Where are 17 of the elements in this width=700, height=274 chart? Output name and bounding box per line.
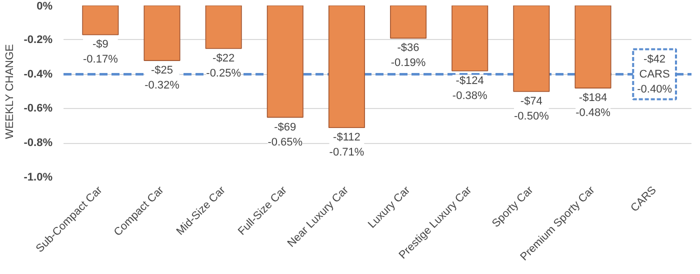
data-label: -$22 -0.25% [206, 52, 242, 80]
data-label: -$25 -0.32% [144, 64, 180, 92]
data-label: -$69 -0.65% [268, 121, 303, 148]
y-axis-title: WEEKLY CHANGE [4, 44, 16, 140]
y-tick-label: -1.0% [24, 172, 53, 184]
y-tick-label: -0.8% [24, 137, 53, 150]
y-tick-label: -0.4% [24, 68, 53, 80]
y-tick-label: -0.2% [24, 34, 53, 46]
data-label: -$36 -0.19% [390, 42, 426, 70]
ref-line-label: -$42 CARS -0.40% [637, 53, 672, 96]
y-tick-label: 0% [36, 0, 53, 12]
data-label: -$184 -0.48% [576, 92, 611, 120]
y-tick-label: -0.6% [24, 102, 53, 115]
data-label: -$9 -0.17% [83, 38, 118, 66]
data-label: -$112 -0.71% [329, 132, 364, 159]
data-label: -$74 -0.50% [514, 96, 550, 122]
data-label: -$124 -0.38% [452, 74, 488, 102]
